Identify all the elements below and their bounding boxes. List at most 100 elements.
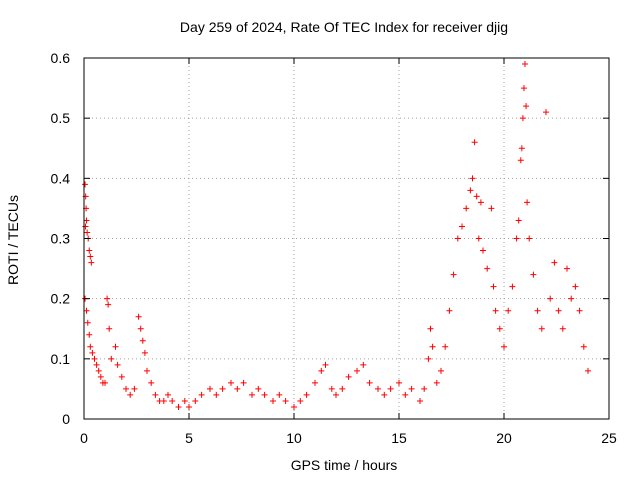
data-point	[524, 199, 531, 206]
data-point	[86, 247, 93, 254]
data-point	[471, 139, 478, 146]
data-point	[427, 325, 434, 332]
data-point	[282, 397, 289, 404]
data-point	[543, 109, 549, 116]
x-tick-label: 20	[496, 430, 512, 446]
data-point	[547, 295, 554, 302]
data-point	[106, 325, 113, 332]
data-point	[165, 391, 171, 398]
data-point	[513, 235, 520, 242]
data-point	[249, 391, 255, 398]
data-point	[576, 307, 583, 314]
data-point	[82, 223, 89, 230]
data-point	[477, 199, 484, 206]
data-points	[82, 61, 591, 410]
data-point	[186, 403, 192, 410]
data-point	[492, 307, 499, 314]
data-point	[114, 361, 121, 368]
data-point	[95, 367, 102, 374]
x-tick-label: 5	[185, 430, 193, 446]
data-point	[148, 379, 155, 386]
data-point	[354, 367, 360, 374]
y-tick-label: 0.2	[51, 291, 71, 307]
data-point	[518, 145, 525, 152]
data-point	[318, 367, 325, 374]
data-point	[213, 391, 220, 398]
data-point	[291, 403, 297, 410]
data-point	[87, 253, 94, 260]
data-point	[523, 103, 530, 110]
data-point	[339, 385, 346, 392]
data-point	[522, 61, 528, 68]
y-tick-label: 0.5	[51, 110, 71, 126]
data-point	[137, 325, 144, 332]
data-point	[144, 367, 150, 374]
data-point	[328, 385, 335, 392]
data-point	[270, 397, 276, 404]
y-tick-label: 0.3	[51, 231, 71, 247]
data-point	[433, 379, 440, 386]
data-point	[83, 217, 90, 224]
data-point	[139, 337, 146, 344]
data-point	[501, 343, 507, 350]
data-point	[192, 397, 199, 404]
data-point	[91, 355, 98, 362]
data-point	[303, 391, 310, 398]
data-point	[580, 343, 587, 350]
data-point	[198, 391, 205, 398]
data-point	[207, 385, 213, 392]
data-point	[228, 379, 234, 386]
data-point	[181, 397, 188, 404]
data-point	[160, 397, 167, 404]
data-point	[555, 307, 562, 314]
data-point	[568, 295, 575, 302]
data-point	[402, 391, 409, 398]
y-axis-ticks: 0 0.1 0.2 0.3 0.4 0.5 0.6	[51, 50, 609, 427]
x-tick-label: 10	[286, 430, 302, 446]
data-point	[517, 157, 524, 164]
data-point	[219, 385, 226, 392]
data-point	[530, 271, 537, 278]
data-point	[360, 361, 367, 368]
x-axis-label: GPS time / hours	[291, 457, 398, 473]
data-point	[127, 391, 134, 398]
data-point	[572, 283, 579, 290]
data-point	[93, 361, 100, 368]
data-point	[467, 187, 474, 194]
data-point	[375, 385, 381, 392]
data-point	[538, 325, 545, 332]
y-tick-label: 0.1	[51, 351, 71, 367]
data-point	[123, 385, 129, 392]
y-tick-label: 0	[62, 411, 70, 427]
data-point	[86, 331, 93, 338]
data-point	[585, 367, 591, 374]
data-point	[490, 283, 497, 290]
data-point	[429, 343, 436, 350]
data-point	[463, 205, 470, 212]
data-point	[84, 229, 91, 236]
data-point	[551, 259, 558, 266]
data-point	[240, 379, 247, 386]
chart-title: Day 259 of 2024, Rate Of TEC Index for r…	[180, 19, 508, 35]
data-point	[559, 325, 566, 332]
data-point	[526, 235, 533, 242]
data-point	[276, 391, 283, 398]
data-point	[152, 391, 159, 398]
data-point	[169, 397, 176, 404]
data-point	[112, 343, 119, 350]
data-point	[141, 349, 148, 356]
data-point	[89, 349, 96, 356]
data-point	[366, 379, 373, 386]
data-point	[454, 235, 461, 242]
data-point	[84, 319, 91, 326]
data-point	[515, 217, 522, 224]
data-point	[118, 373, 125, 380]
data-point	[509, 283, 516, 290]
data-point	[396, 379, 402, 386]
data-point	[438, 367, 444, 374]
data-point	[496, 325, 503, 332]
data-point	[475, 235, 482, 242]
data-point	[488, 205, 495, 212]
data-point	[408, 385, 415, 392]
x-tick-label: 15	[391, 430, 407, 446]
